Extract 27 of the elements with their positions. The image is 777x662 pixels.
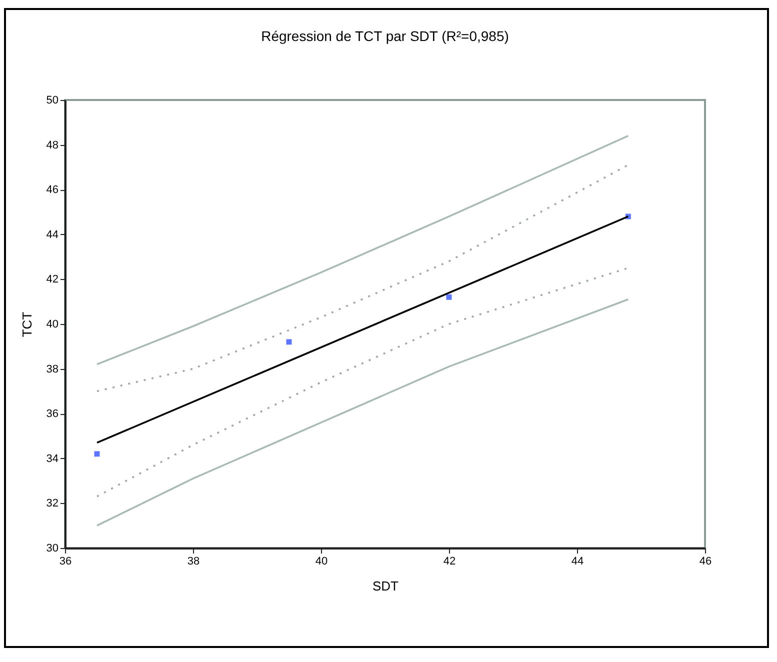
y-tick-label: 32 xyxy=(46,498,58,510)
x-tick-label: 44 xyxy=(571,556,584,568)
y-tick-label: 30 xyxy=(46,542,58,554)
y-tick-label: 34 xyxy=(46,452,58,465)
chart-title: Régression de TCT par SDT (R²=0,985) xyxy=(261,28,509,44)
x-tick-label: 46 xyxy=(699,556,712,568)
point xyxy=(286,339,292,345)
x-tick-label: 38 xyxy=(187,556,200,568)
y-tick-label: 42 xyxy=(46,274,58,286)
y-tick-label: 38 xyxy=(46,363,58,376)
x-tick-label: 36 xyxy=(59,556,72,568)
point xyxy=(446,294,452,300)
line-series xyxy=(96,134,630,366)
x-axis-title: SDT xyxy=(372,578,399,594)
line-series xyxy=(96,298,630,526)
y-axis-title: TCT xyxy=(19,312,34,338)
y-tick-label: 44 xyxy=(46,228,58,241)
point xyxy=(94,451,100,457)
y-tick-label: 46 xyxy=(46,184,58,196)
x-tick-label: 40 xyxy=(315,556,328,568)
line-series xyxy=(96,164,630,392)
y-tick-label: 50 xyxy=(46,94,58,106)
y-tick-label: 36 xyxy=(46,408,58,420)
y-tick-label: 40 xyxy=(46,318,58,330)
y-tick-label: 48 xyxy=(46,139,58,152)
x-tick-label: 42 xyxy=(443,556,456,568)
line-series xyxy=(96,267,630,498)
